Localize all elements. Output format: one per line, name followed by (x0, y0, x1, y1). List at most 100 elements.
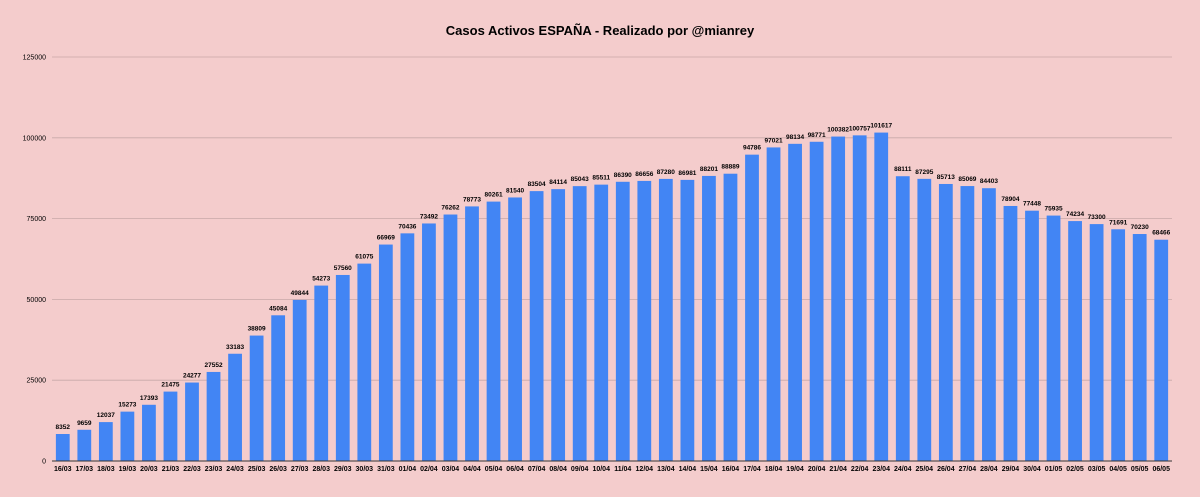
x-tick-label: 10/04 (592, 466, 610, 473)
x-tick-label: 23/04 (872, 466, 890, 473)
data-label: 8352 (56, 424, 71, 431)
x-tick-label: 15/04 (700, 466, 718, 473)
bar (142, 404, 156, 461)
x-tick-label: 02/05 (1066, 466, 1084, 473)
bar (335, 274, 350, 461)
x-tick-label: 06/04 (506, 466, 524, 473)
x-tick-label: 24/03 (226, 466, 244, 473)
data-label: 85043 (571, 176, 589, 183)
bar (938, 183, 953, 461)
bar (637, 180, 652, 462)
x-tick-label: 22/04 (851, 466, 869, 473)
data-label: 70230 (1131, 224, 1149, 231)
data-label: 66969 (377, 235, 395, 242)
bar (551, 189, 566, 461)
data-label: 33183 (226, 344, 244, 351)
x-axis-ticks: 16/03 17/03 18/03 19/03 20/03 21/03 22/03 23/03… (54, 466, 1170, 473)
x-tick-label: 26/03 (269, 466, 287, 473)
bar (400, 233, 415, 461)
bar (1132, 234, 1147, 461)
data-label: 86656 (635, 171, 653, 178)
x-tick-label: 26/04 (937, 466, 955, 473)
bar (443, 214, 458, 461)
bar (960, 186, 975, 461)
x-tick-label: 30/03 (356, 466, 374, 473)
bar (422, 223, 436, 461)
bar (357, 263, 372, 461)
x-tick-label: 17/03 (76, 466, 94, 473)
bar (852, 135, 867, 461)
data-label: 85511 (592, 175, 610, 182)
y-tick-label: 50000 (27, 297, 47, 304)
data-label: 17393 (140, 395, 158, 402)
data-label: 85069 (958, 176, 976, 183)
x-tick-label: 17/04 (743, 466, 761, 473)
x-tick-label: 19/03 (119, 466, 137, 473)
bar (723, 173, 738, 461)
x-tick-label: 29/04 (1002, 466, 1020, 473)
y-tick-label: 100000 (23, 135, 46, 142)
bar (292, 299, 307, 461)
y-tick-label: 25000 (27, 378, 47, 385)
bar (1154, 239, 1169, 461)
bar (486, 201, 501, 462)
y-axis-ticks: 0 25000 50000 75000 100000 125000 (23, 55, 46, 466)
data-label: 73492 (420, 213, 438, 220)
bar (465, 206, 479, 461)
y-tick-label: 75000 (27, 216, 47, 223)
bar (594, 184, 609, 461)
data-label: 85713 (937, 174, 955, 181)
bar (680, 179, 695, 461)
bar (809, 141, 824, 461)
chart-title: Casos Activos ESPAÑA - Realizado por @mi… (446, 23, 755, 38)
data-label: 88201 (700, 166, 718, 173)
x-tick-label: 09/04 (571, 466, 589, 473)
data-label: 27552 (204, 362, 222, 369)
data-label: 38809 (248, 326, 266, 333)
x-tick-label: 18/03 (97, 466, 115, 473)
x-tick-label: 29/03 (334, 466, 352, 473)
bar (1068, 221, 1082, 461)
data-label: 68466 (1152, 230, 1170, 237)
data-label: 87295 (915, 169, 933, 176)
x-tick-label: 12/04 (636, 466, 654, 473)
x-tick-label: 02/04 (420, 466, 438, 473)
data-label: 98134 (786, 134, 804, 141)
data-label: 101617 (870, 123, 892, 130)
bar (1046, 215, 1061, 461)
y-tick-label: 0 (42, 459, 46, 466)
bar (572, 186, 587, 461)
x-tick-label: 01/05 (1045, 466, 1063, 473)
data-label: 97021 (764, 137, 782, 144)
x-tick-label: 03/04 (442, 466, 460, 473)
bar (982, 188, 996, 461)
x-tick-label: 04/04 (463, 466, 481, 473)
x-tick-label: 07/04 (528, 466, 546, 473)
data-label: 24277 (183, 373, 201, 380)
x-tick-label: 31/03 (377, 466, 395, 473)
bar (206, 371, 221, 461)
data-label: 12037 (97, 412, 115, 419)
data-label: 98771 (808, 132, 826, 139)
data-label: 88111 (894, 166, 912, 173)
data-label: 71691 (1109, 219, 1127, 226)
x-tick-label: 16/03 (54, 466, 72, 473)
data-label: 100757 (849, 125, 871, 132)
bars (55, 132, 1169, 462)
bar (895, 176, 910, 461)
bar (917, 178, 932, 462)
bar (529, 191, 544, 462)
x-tick-label: 30/04 (1023, 466, 1041, 473)
bar (788, 143, 802, 461)
data-label: 70436 (398, 223, 416, 230)
data-label: 49844 (291, 290, 309, 297)
data-label: 84114 (549, 179, 567, 186)
data-label: 78904 (1001, 196, 1019, 203)
data-label: 54273 (312, 276, 330, 283)
x-tick-label: 04/05 (1109, 466, 1127, 473)
bar (185, 382, 199, 461)
x-tick-label: 01/04 (399, 466, 417, 473)
data-label: 73300 (1088, 214, 1106, 221)
